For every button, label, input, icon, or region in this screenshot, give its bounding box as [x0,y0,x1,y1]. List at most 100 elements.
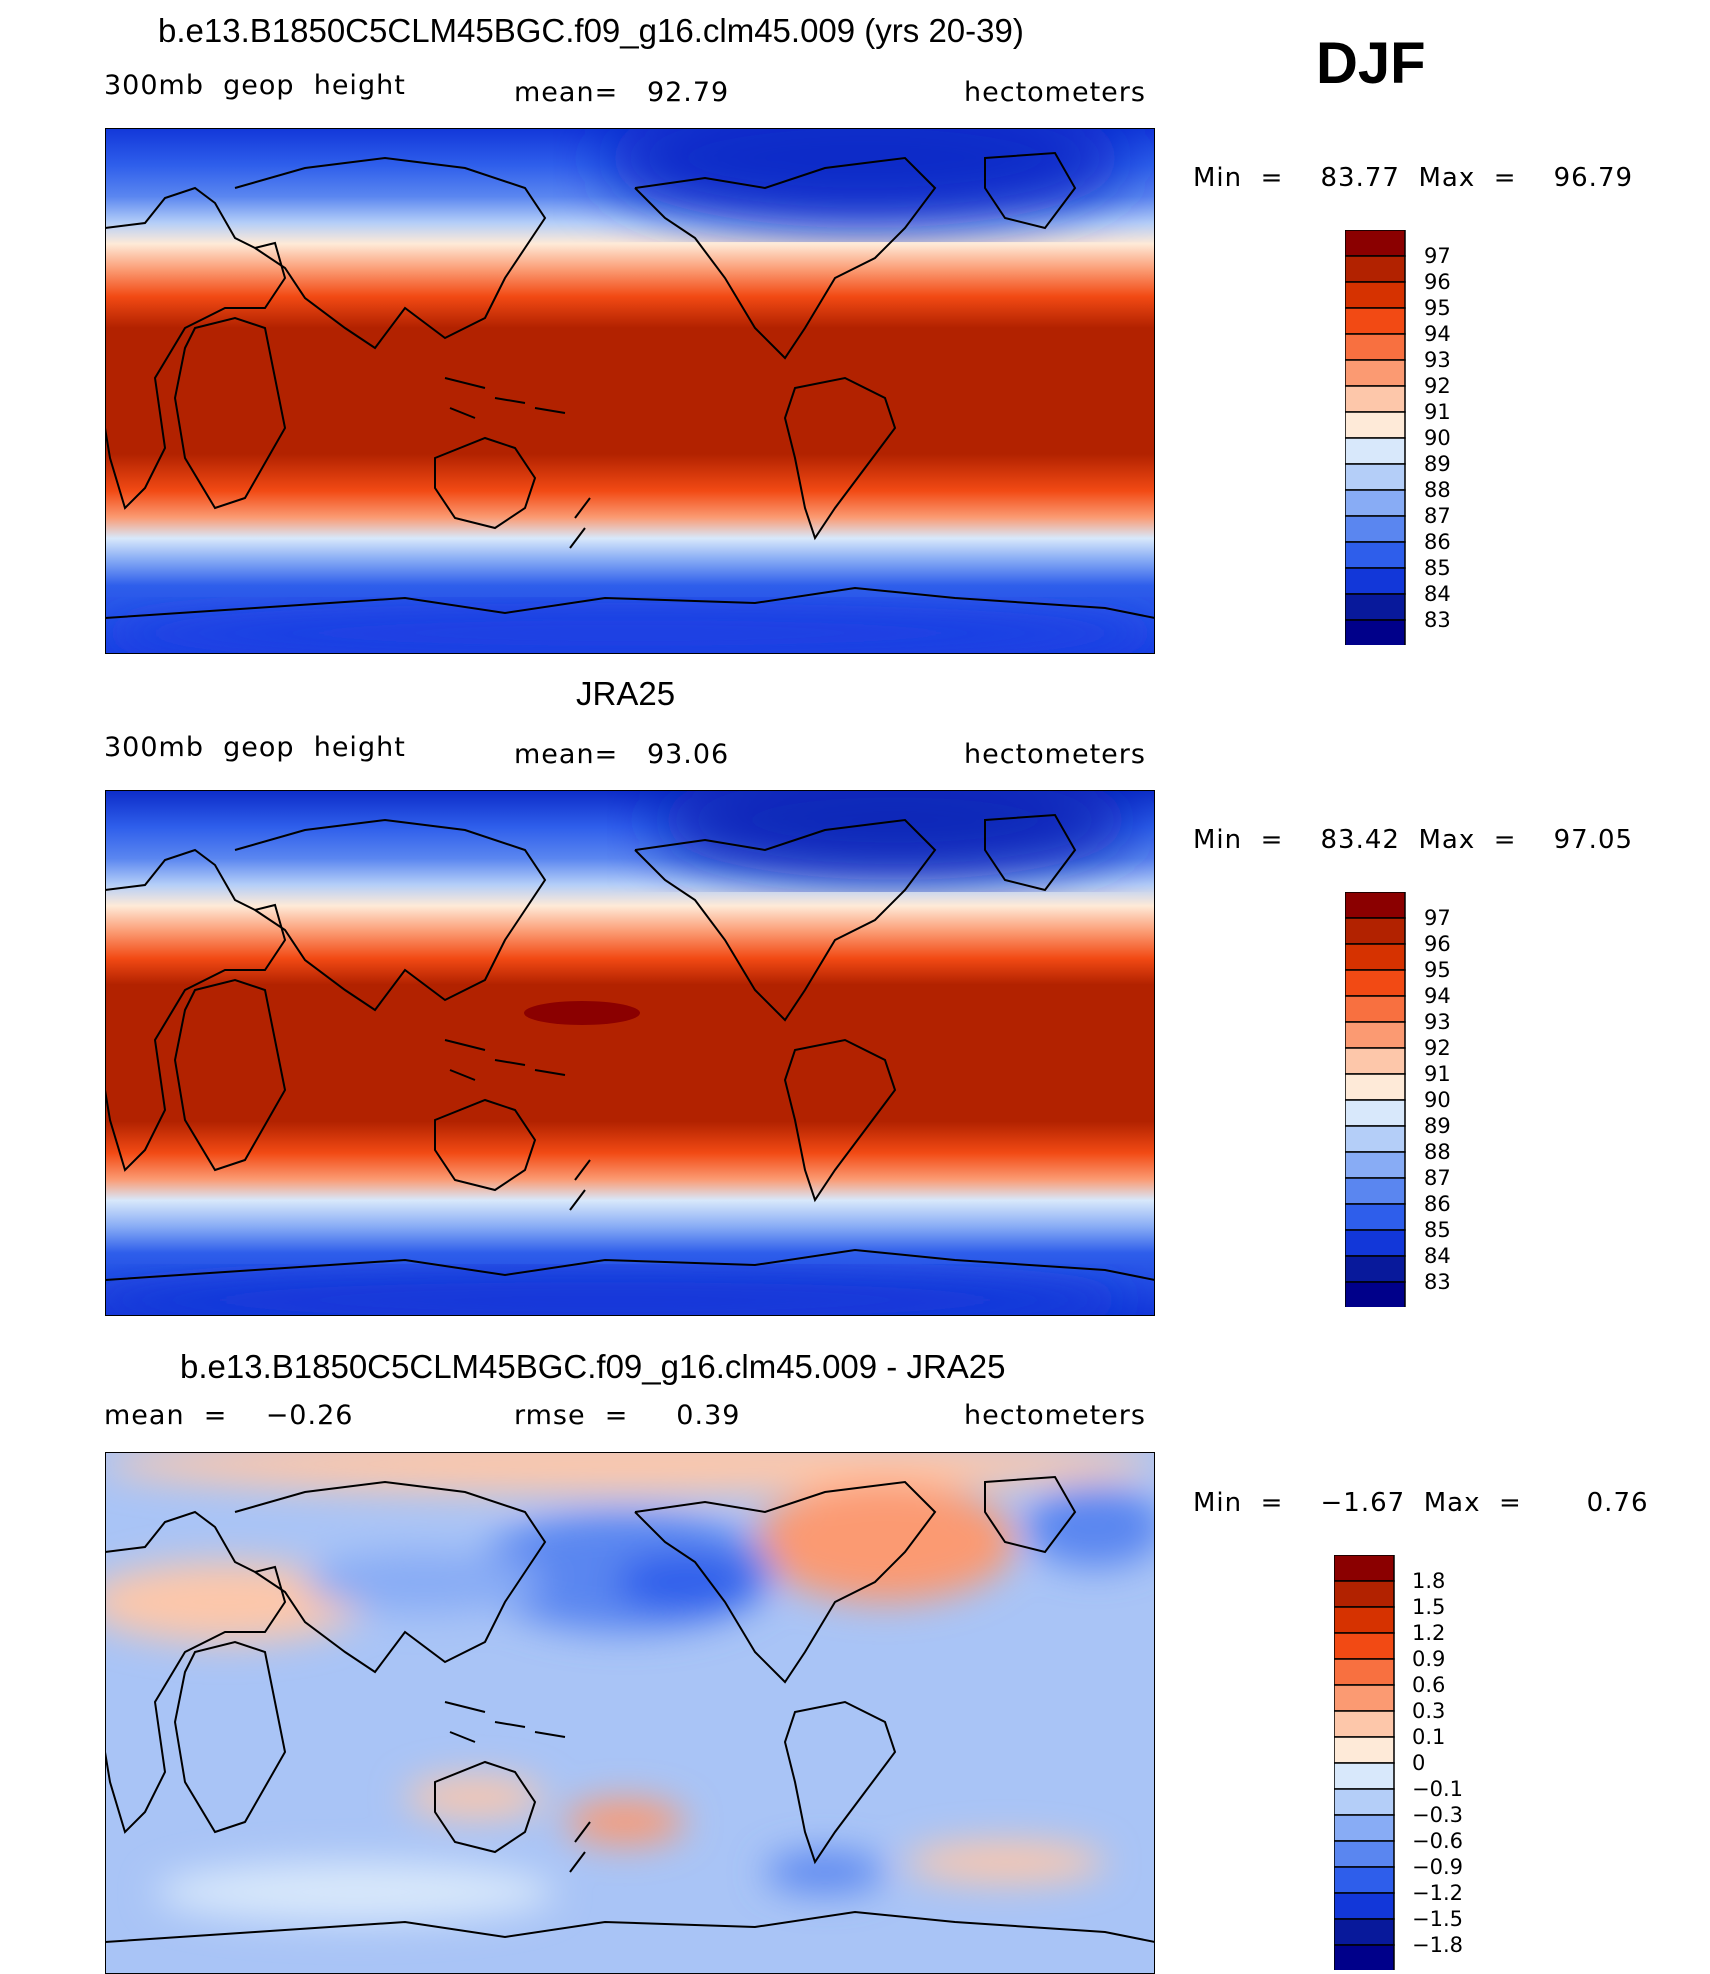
units-label: hectometers [964,77,1146,108]
colorbar-swatch [1345,995,1406,1023]
colorbar-tick-label: 95 [1424,958,1451,982]
colorbar-tick-label: 97 [1424,906,1451,930]
colorbar-tick-label: 97 [1424,244,1451,268]
colorbar-tick-label: −0.9 [1412,1855,1463,1879]
colorbar-swatch [1345,1047,1406,1075]
variable-label: 300mb geop height [104,70,406,101]
colorbar-swatch [1345,333,1406,361]
antarctic-low [110,603,1150,654]
colorbar-swatch [1345,1021,1406,1049]
colorbar-tick-label: 94 [1424,984,1451,1008]
colorbar-tick-label: 85 [1424,556,1451,580]
colorbar-tick-label: 83 [1424,1270,1451,1294]
colorbar-swatch [1345,515,1406,543]
colorbar-swatch [1345,255,1406,283]
colorbar-swatch [1345,567,1406,595]
colorbar-tick-label: 90 [1424,426,1451,450]
colorbar-tick-label: 0.9 [1412,1647,1446,1671]
colorbar-tick-label: 1.2 [1412,1621,1446,1645]
colorbar-tick-label: 1.5 [1412,1595,1446,1619]
colorbar-swatch [1345,619,1406,645]
colorbar-tick-label: 92 [1424,374,1451,398]
colorbar-swatch [1334,1762,1395,1790]
colorbar-tick-label: 96 [1424,270,1451,294]
colorbar-swatch [1334,1710,1395,1738]
colorbar-tick-label: 89 [1424,452,1451,476]
colorbar-swatch [1345,1073,1406,1101]
colorbar-tick-label: 0.3 [1412,1699,1446,1723]
colorbar-swatch [1345,917,1406,945]
colorbar-swatch [1345,489,1406,517]
colorbar-swatch [1345,437,1406,465]
colorbar [1345,230,1406,645]
colorbar-swatch [1334,1944,1395,1970]
units-label: hectometers [964,739,1146,770]
minmax-label: Min = 83.42 Max = 97.05 [1193,825,1634,855]
season-label: DJF [1316,31,1426,96]
colorbar-swatch [1334,1606,1395,1634]
minmax-label: Min = 83.77 Max = 96.79 [1193,163,1634,193]
colorbar-tick-label: 83 [1424,608,1451,632]
colorbar-swatch [1345,1281,1406,1307]
colorbar-swatch [1334,1814,1395,1842]
colorbar-tick-label: 0.1 [1412,1725,1446,1749]
colorbar-swatch [1345,1229,1406,1257]
colorbar-tick-label: 88 [1424,1140,1451,1164]
colorbar-swatch [1334,1866,1395,1894]
colorbar-tick-label: 89 [1424,1114,1451,1138]
colorbar-swatch [1334,1892,1395,1920]
colorbar-tick-label: 84 [1424,1244,1451,1268]
colorbar-tick-label: 85 [1424,1218,1451,1242]
panel-title: JRA25 [576,675,676,712]
colorbar-swatch [1345,593,1406,621]
colorbar-swatch [1345,1177,1406,1205]
colorbar-swatch [1345,1203,1406,1231]
colorbar-swatch [1345,541,1406,569]
colorbar-tick-label: 0 [1412,1751,1426,1775]
colorbar-tick-label: −0.1 [1412,1777,1463,1801]
colorbar-swatch [1345,943,1406,971]
colorbar-swatch [1334,1580,1395,1608]
colorbar-swatch [1345,892,1406,919]
map-plot [105,128,1155,654]
variable-label: 300mb geop height [104,732,406,763]
colorbar-tick-label: 91 [1424,1062,1451,1086]
colorbar-swatch [1345,230,1406,257]
colorbar-tick-label: 90 [1424,1088,1451,1112]
map-plot [105,1452,1155,1974]
colorbar-swatch [1334,1736,1395,1764]
colorbar-swatch [1334,1788,1395,1816]
colorbar [1345,892,1406,1307]
colorbar-tick-label: −1.5 [1412,1907,1463,1931]
minmax-label: Min = −1.67 Max = 0.76 [1193,1488,1649,1518]
colorbar-swatch [1345,359,1406,387]
colorbar-tick-label: 94 [1424,322,1451,346]
panel-title: b.e13.B1850C5CLM45BGC.f09_g16.clm45.009 … [180,1348,1006,1385]
colorbar-tick-label: −0.3 [1412,1803,1463,1827]
colorbar-tick-label: 86 [1424,530,1451,554]
colorbar-swatch [1345,307,1406,335]
colorbar-tick-label: 93 [1424,348,1451,372]
mean-label: mean= 93.06 [514,739,730,770]
colorbar-tick-label: −0.6 [1412,1829,1463,1853]
colorbar-swatch [1345,969,1406,997]
colorbar-tick-label: 91 [1424,400,1451,424]
panel-title: b.e13.B1850C5CLM45BGC.f09_g16.clm45.009 … [158,12,1024,49]
colorbar-tick-label: 96 [1424,932,1451,956]
colorbar [1334,1555,1395,1970]
colorbar-swatch [1345,463,1406,491]
colorbar-tick-label: 86 [1424,1192,1451,1216]
colorbar-tick-label: 87 [1424,504,1451,528]
colorbar-swatch [1345,411,1406,439]
mean-label: mean = −0.26 [104,1400,354,1431]
colorbar-tick-label: −1.8 [1412,1933,1463,1957]
arctic-low [655,790,1135,880]
colorbar-swatch [1334,1918,1395,1946]
colorbar-tick-label: 84 [1424,582,1451,606]
antarctic-low [105,1270,1125,1316]
colorbar-tick-label: 93 [1424,1010,1451,1034]
zonal-field [105,790,1155,1316]
colorbar-swatch [1334,1684,1395,1712]
warm-pool-max [524,1001,640,1025]
mean-label: mean= 92.79 [514,77,730,108]
